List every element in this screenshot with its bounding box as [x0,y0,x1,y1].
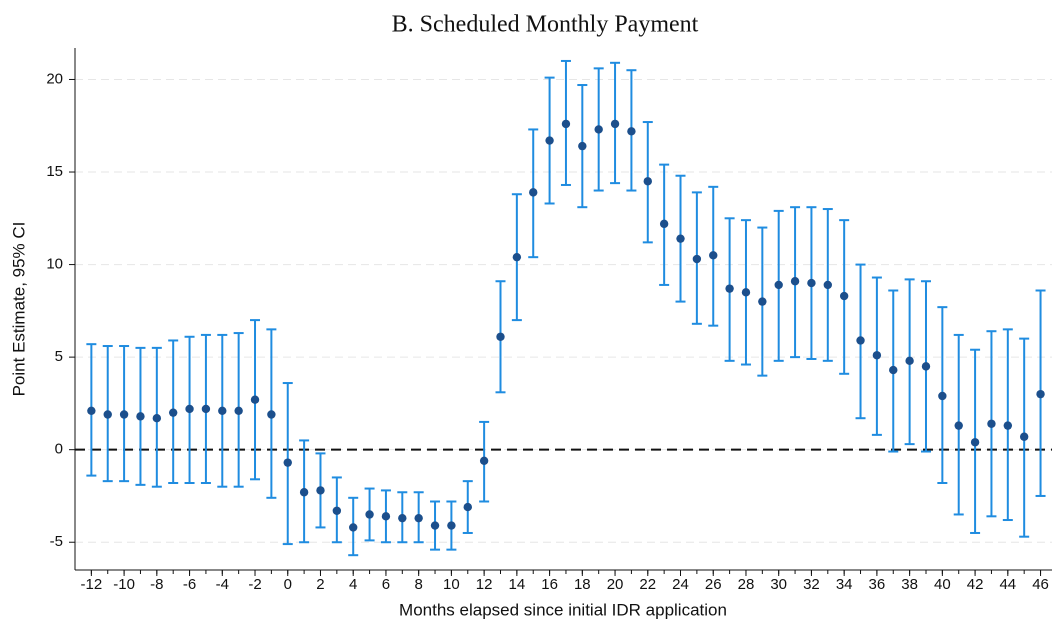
point [692,254,702,264]
x-tick-label: 4 [349,576,357,593]
point [414,513,423,523]
point [774,280,783,290]
point [119,410,129,419]
x-tick-label: 26 [705,576,722,593]
point [905,356,914,366]
y-tick-label: -5 [50,533,63,550]
point [218,406,227,416]
x-tick-label: 24 [672,576,689,593]
point [627,127,636,136]
point [512,252,522,262]
y-tick-label: 20 [46,70,63,87]
point [381,512,391,521]
x-tick-label: 10 [443,576,460,593]
point [1019,432,1029,441]
x-tick-label: 16 [541,576,558,593]
x-tick-label: 12 [476,576,493,593]
x-tick-label: -4 [216,576,229,593]
x-tick-label: 6 [382,576,390,593]
point [856,336,865,345]
x-tick-label: 0 [284,576,292,593]
point [430,521,440,530]
point [168,408,178,417]
point [234,406,243,416]
point [479,456,489,465]
chart-title: B. Scheduled Monthly Payment [392,12,699,38]
x-tick-label: 18 [574,576,591,593]
point [839,291,849,301]
point [921,362,931,371]
x-axis-title: Months elapsed since initial IDR applica… [399,600,727,619]
point [659,219,669,229]
point [1036,389,1045,399]
point [938,391,947,401]
y-tick-label: 10 [46,256,63,273]
y-tick-label: 5 [55,348,63,365]
point [578,141,587,151]
point [643,177,652,186]
point [561,119,571,129]
point [267,410,276,419]
x-tick-label: 38 [901,576,918,593]
point [807,278,816,288]
point [152,414,162,423]
point [823,280,832,290]
x-tick-label: 34 [836,576,853,593]
point [758,297,767,306]
x-tick-label: 2 [316,576,324,593]
point [136,412,145,421]
point [365,510,374,519]
point [463,502,472,512]
point [87,406,96,416]
point [349,523,358,532]
x-tick-label: 44 [999,576,1016,593]
point [201,404,211,414]
y-tick-label: 15 [46,163,63,180]
x-tick-label: 28 [738,576,755,593]
point [970,438,980,447]
x-tick-label: 32 [803,576,820,593]
point [610,119,620,129]
point [398,513,407,523]
point [332,506,342,515]
point [954,421,963,430]
point [316,486,325,495]
point [594,125,603,134]
point [283,458,292,467]
x-tick-label: 42 [967,576,984,593]
point [1003,421,1013,430]
point [676,234,685,243]
x-tick-label: -12 [81,576,103,593]
x-tick-label: 14 [509,576,526,593]
point [709,251,718,260]
x-tick-label: 46 [1032,576,1049,593]
x-tick-label: 30 [770,576,787,593]
point [447,521,456,530]
point [725,284,734,293]
x-tick-label: 36 [869,576,886,593]
point [545,136,554,145]
point [103,410,112,419]
point [987,419,996,428]
x-tick-label: -2 [248,576,261,593]
point [250,395,260,404]
y-axis-title: Point Estimate, 95% CI [9,222,28,397]
point [185,404,194,414]
x-tick-label: 40 [934,576,951,593]
point [790,277,800,286]
point [496,332,505,341]
y-tick-label: 0 [55,441,63,458]
point [741,288,751,297]
x-tick-label: -10 [113,576,135,593]
x-tick-label: -6 [183,576,196,593]
point [529,188,538,197]
point [299,488,309,497]
x-tick-label: -8 [150,576,163,593]
point [872,351,882,360]
point [889,365,898,375]
x-tick-label: 8 [414,576,422,593]
x-tick-label: 22 [639,576,656,593]
x-tick-label: 20 [607,576,624,593]
